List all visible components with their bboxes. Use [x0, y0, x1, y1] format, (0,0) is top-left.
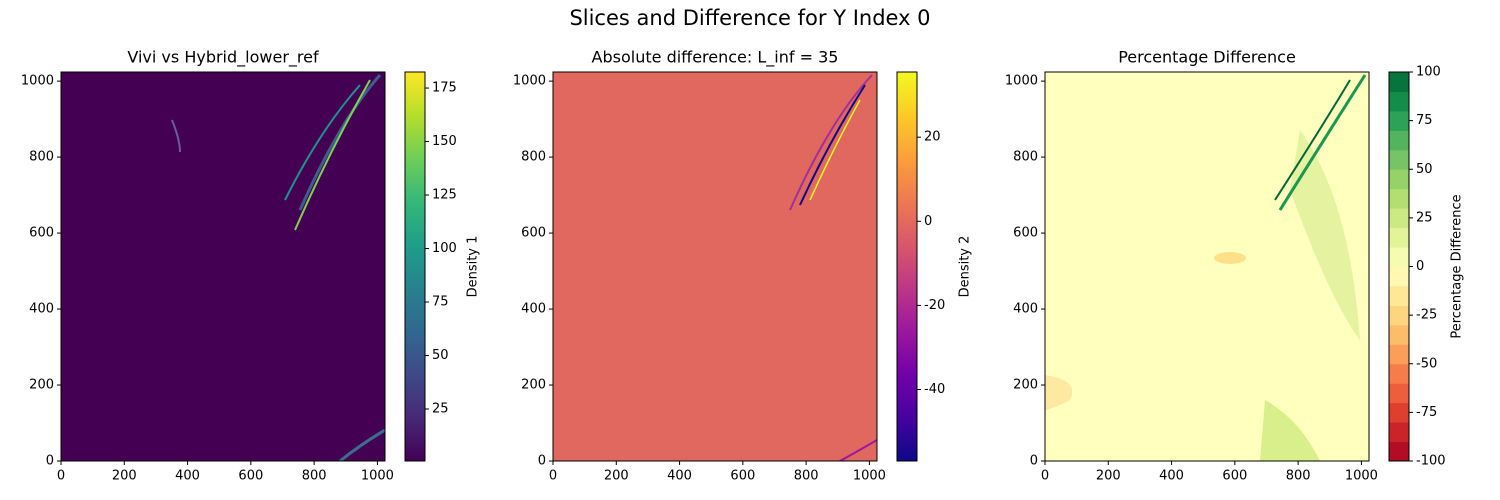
y-tick-label: 200 — [521, 378, 546, 393]
colorbar-tick-label: -20 — [924, 298, 945, 313]
colorbar-tick-label: -75 — [1416, 405, 1437, 420]
colorbar-band — [1389, 169, 1409, 190]
colorbar-band — [1389, 72, 1409, 92]
colorbar-tick-label: -100 — [1416, 454, 1446, 469]
y-tick-label: 400 — [29, 302, 54, 317]
colorbar-tick-label: 150 — [432, 134, 457, 149]
colorbar-tick-label: 25 — [1416, 210, 1433, 225]
x-tick-label: 200 — [604, 469, 629, 484]
x-tick-label: 0 — [57, 469, 65, 484]
colorbar-band — [1389, 422, 1409, 443]
colorbar-frame — [404, 71, 426, 462]
colorbar-frame — [896, 71, 918, 462]
colorbar-tick-label: 100 — [1416, 65, 1441, 80]
subplot-title: Absolute difference: L_inf = 35 — [592, 48, 839, 68]
colorbar-tick-label: 0 — [1416, 259, 1424, 274]
y-tick-label: 0 — [538, 454, 546, 469]
y-tick-label: 600 — [29, 226, 54, 241]
y-tick-label: 200 — [1013, 378, 1038, 393]
y-tick-label: 400 — [1013, 302, 1038, 317]
x-tick-label: 1000 — [361, 469, 394, 484]
y-tick-label: 1000 — [513, 74, 546, 89]
heatmap-field — [61, 72, 385, 461]
colorbar-band — [1389, 130, 1409, 151]
y-tick-label: 600 — [1013, 226, 1038, 241]
x-tick-label: 400 — [667, 469, 692, 484]
x-tick-label: 600 — [1222, 469, 1247, 484]
colorbar-tick-label: 75 — [1416, 113, 1433, 128]
figure-title: Slices and Difference for Y Index 0 — [569, 6, 930, 30]
colorbar-band — [1389, 149, 1409, 170]
colorbar-tick-label: 50 — [1416, 162, 1433, 177]
y-tick-label: 1000 — [21, 74, 54, 89]
colorbar-band — [1389, 344, 1409, 365]
colorbar-tick-label: 125 — [432, 188, 457, 203]
x-tick-label: 400 — [175, 469, 200, 484]
field-texture — [171, 74, 1367, 461]
x-tick-label: 600 — [730, 469, 755, 484]
colorbar-tick-label: 100 — [432, 241, 457, 256]
y-tick-label: 800 — [29, 150, 54, 165]
colorbar-band — [1389, 363, 1409, 384]
colorbar-tick-label: -50 — [1416, 356, 1437, 371]
subplot-title: Vivi vs Hybrid_lower_ref — [127, 48, 319, 68]
colorbar-band — [1389, 285, 1409, 306]
colorbar-band — [1389, 188, 1409, 209]
colorbar-band — [1389, 383, 1409, 404]
colorbar-band — [1389, 266, 1409, 287]
colorbar-tick-label: 0 — [924, 214, 932, 229]
colorbar-tick-label: 75 — [432, 295, 449, 310]
colorbar-band — [1389, 402, 1409, 423]
colorbar-band — [1389, 324, 1409, 345]
y-tick-label: 400 — [521, 302, 546, 317]
axes-frame — [552, 71, 878, 462]
x-tick-label: 0 — [549, 469, 557, 484]
colorbar-label: Density 2 — [958, 236, 973, 298]
colorbar — [405, 72, 425, 461]
colorbar-label: Percentage Difference — [1450, 194, 1465, 338]
colorbar-band — [1389, 91, 1409, 112]
colorbar-tick-label: -40 — [924, 382, 945, 397]
colorbar-tick-label: 20 — [924, 130, 941, 145]
x-tick-label: 800 — [794, 469, 819, 484]
x-tick-label: 800 — [1286, 469, 1311, 484]
colorbar-band — [1389, 110, 1409, 131]
subplot-title: Percentage Difference — [1118, 48, 1296, 67]
colorbar-band — [1389, 305, 1409, 326]
y-tick-label: 0 — [1030, 454, 1038, 469]
colorbar-tick-label: -25 — [1416, 308, 1437, 323]
axes-frame — [60, 71, 386, 462]
axes-frame — [1044, 71, 1370, 462]
colorbar-tick-label: 50 — [432, 348, 449, 363]
y-tick-label: 800 — [521, 150, 546, 165]
colorbar-band — [1389, 247, 1409, 267]
heatmap-field — [553, 72, 877, 461]
y-tick-label: 800 — [1013, 150, 1038, 165]
x-tick-label: 800 — [302, 469, 327, 484]
x-tick-label: 200 — [112, 469, 137, 484]
x-tick-label: 400 — [1159, 469, 1184, 484]
colorbar-label: Density 1 — [466, 236, 481, 298]
x-tick-label: 0 — [1041, 469, 1049, 484]
colorbar-band — [1389, 227, 1409, 248]
colorbar — [897, 72, 917, 461]
colorbar-band — [1389, 441, 1409, 462]
x-tick-label: 1000 — [1345, 469, 1378, 484]
y-tick-label: 200 — [29, 378, 54, 393]
x-tick-label: 1000 — [853, 469, 886, 484]
colorbar-tick-label: 25 — [432, 402, 449, 417]
x-tick-label: 200 — [1096, 469, 1121, 484]
colorbar-tick-label: 175 — [432, 81, 457, 96]
y-tick-label: 1000 — [1005, 74, 1038, 89]
y-tick-label: 0 — [46, 454, 54, 469]
y-tick-label: 600 — [521, 226, 546, 241]
x-tick-label: 600 — [238, 469, 263, 484]
colorbar-band — [1389, 208, 1409, 229]
